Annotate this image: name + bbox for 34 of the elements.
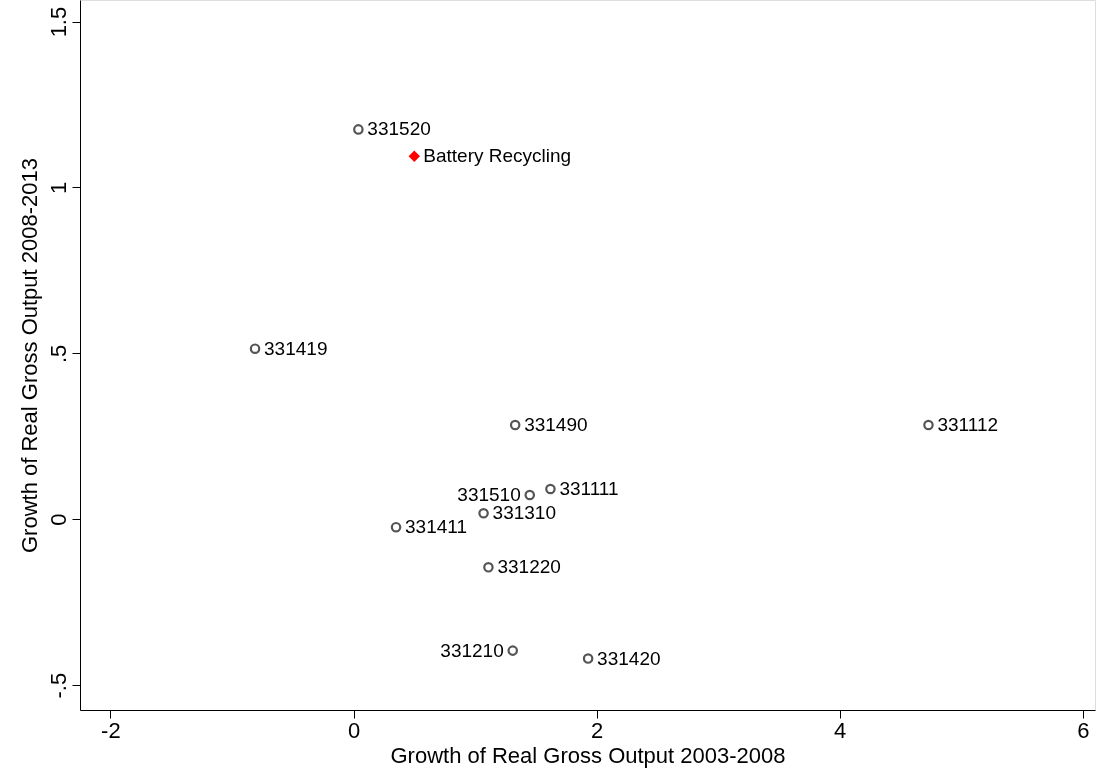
point bbox=[408, 150, 420, 162]
point bbox=[478, 507, 489, 519]
point bbox=[483, 562, 494, 573]
point bbox=[524, 489, 536, 501]
annotation: 331220 bbox=[497, 556, 561, 578]
annotation: Battery Recycling bbox=[423, 145, 572, 167]
y-axis-title: Growth of Real Gross Output 2008-2013 bbox=[16, 158, 42, 553]
point bbox=[509, 419, 521, 431]
point bbox=[507, 645, 519, 656]
x-tick-label: -2 bbox=[101, 717, 121, 743]
x-tick-label: 4 bbox=[834, 717, 847, 743]
y-tick-label: -.5 bbox=[45, 672, 71, 699]
x-tick-label: 2 bbox=[590, 717, 604, 743]
point bbox=[923, 419, 934, 431]
annotation: 331420 bbox=[597, 647, 661, 669]
y-tick-label: .5 bbox=[45, 344, 71, 364]
annotation: 331419 bbox=[264, 337, 328, 359]
y-tick-label: 1 bbox=[45, 181, 71, 195]
annotation: 331111 bbox=[559, 478, 619, 500]
point bbox=[545, 483, 556, 495]
point bbox=[582, 653, 594, 664]
x-axis-title: Growth of Real Gross Output 2003-2008 bbox=[390, 742, 786, 768]
point bbox=[249, 343, 261, 354]
point bbox=[353, 124, 364, 135]
annotation: 331210 bbox=[440, 639, 504, 661]
point bbox=[390, 521, 402, 533]
x-tick-label: 0 bbox=[347, 717, 361, 743]
annotation: 331520 bbox=[367, 118, 431, 140]
annotation: 331411 bbox=[405, 516, 468, 538]
y-tick-label: 0 bbox=[45, 513, 71, 526]
annotation: 331112 bbox=[937, 414, 999, 435]
annotation: 331490 bbox=[524, 414, 588, 435]
x-tick-label: 6 bbox=[1077, 717, 1090, 743]
y-tick-label: 1.5 bbox=[45, 6, 71, 38]
